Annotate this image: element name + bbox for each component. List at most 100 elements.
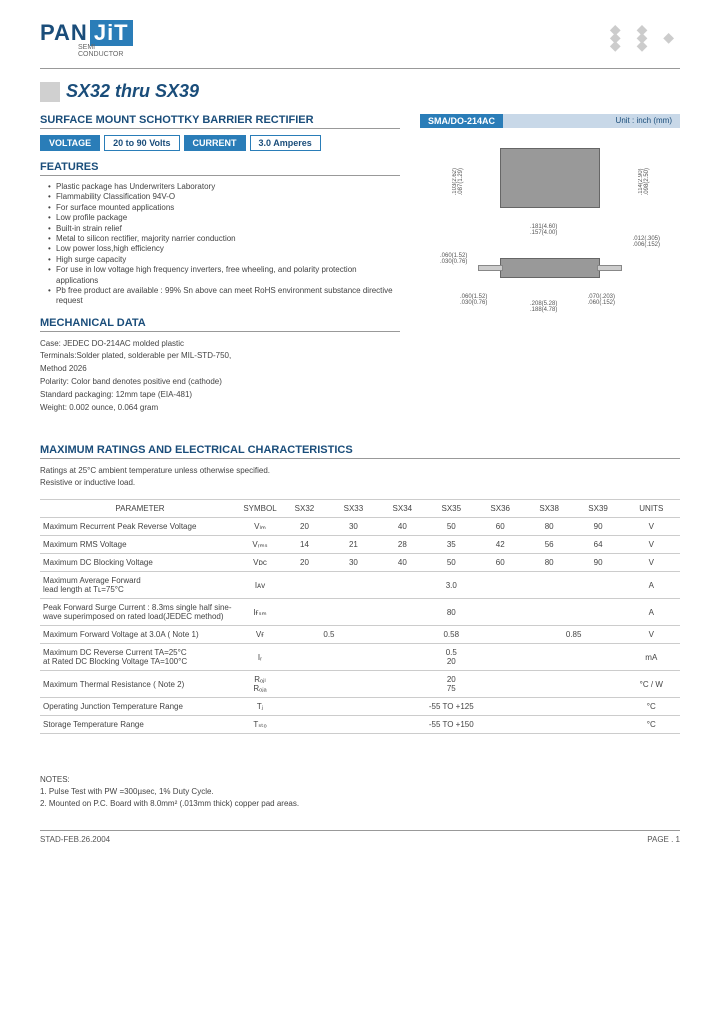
package-body (500, 148, 600, 208)
unit-cell: °C / W (623, 671, 680, 698)
param-cell: Maximum Recurrent Peak Reverse Voltage (40, 518, 240, 536)
table-header-cell: PARAMETER (40, 500, 240, 518)
note-item: 2. Mounted on P.C. Board with 8.0mm² (.0… (40, 798, 680, 810)
current-label: CURRENT (184, 135, 246, 151)
value-cell: 40 (378, 554, 427, 572)
symbol-cell: Vᵣₘₛ (240, 536, 280, 554)
value-cell: 90 (574, 518, 623, 536)
table-row: Maximum Forward Voltage at 3.0A ( Note 1… (40, 626, 680, 644)
value-cell: 64 (574, 536, 623, 554)
package-lead-right (597, 265, 622, 271)
value-cell: 30 (329, 518, 378, 536)
package-diagram: .103(2.62) .087(1.29) .114(2.90) .098(2.… (420, 138, 680, 288)
feature-item: For surface mounted applications (48, 203, 400, 213)
feature-item: Flammability Classification 94V-O (48, 192, 400, 202)
unit-cell: mA (623, 644, 680, 671)
mechanical-data: Case: JEDEC DO-214AC molded plasticTermi… (40, 338, 400, 415)
value-cell: 90 (574, 554, 623, 572)
page-footer: STAD-FEB.26.2004 PAGE . 1 (40, 830, 680, 844)
table-header-cell: SX32 (280, 500, 329, 518)
ratings-intro-2: Resistive or inductive load. (40, 478, 135, 487)
unit-cell: A (623, 599, 680, 626)
param-cell: Storage Temperature Range (40, 716, 240, 734)
param-cell: Peak Forward Surge Current : 8.3ms singl… (40, 599, 240, 626)
ratings-table: PARAMETERSYMBOLSX32SX33SX34SX35SX36SX38S… (40, 499, 680, 734)
value-cell: 60 (476, 554, 525, 572)
symbol-cell: Tⱼ (240, 698, 280, 716)
table-row: Peak Forward Surge Current : 8.3ms singl… (40, 599, 680, 626)
voltage-value: 20 to 90 Volts (104, 135, 179, 151)
table-row: Maximum Thermal Resistance ( Note 2)Rₒⱼₗ… (40, 671, 680, 698)
table-header-cell: SYMBOL (240, 500, 280, 518)
page-title: SX32 thru SX39 (66, 81, 199, 102)
feature-item: Pb free product are available : 99% Sn a… (48, 286, 400, 307)
notes-section: NOTES: 1. Pulse Test with PW =300µsec, 1… (40, 774, 680, 810)
table-row: Maximum RMS VoltageVᵣₘₛ14212835425664V (40, 536, 680, 554)
value-cell: 30 (329, 554, 378, 572)
param-cell: Maximum RMS Voltage (40, 536, 240, 554)
notes-list: 1. Pulse Test with PW =300µsec, 1% Duty … (40, 786, 680, 810)
feature-item: For use in low voltage high frequency in… (48, 265, 400, 286)
company-logo: PAN JiT (40, 20, 133, 46)
package-top-view: .103(2.62) .087(1.29) .114(2.90) .098(2.… (480, 138, 620, 218)
span-cell: 20 75 (280, 671, 623, 698)
unit-cell: V (623, 554, 680, 572)
feature-item: Low power loss,high efficiency (48, 244, 400, 254)
header: PAN JiT SEMI CONDUCTOR (40, 20, 680, 58)
note-item: 1. Pulse Test with PW =300µsec, 1% Duty … (40, 786, 680, 798)
notes-header: NOTES: (40, 774, 680, 786)
param-cell: Operating Junction Temperature Range (40, 698, 240, 716)
value-cell: 14 (280, 536, 329, 554)
divider (40, 68, 680, 69)
merged-cell: 0.58 (378, 626, 525, 644)
merged-cell: 0.85 (525, 626, 623, 644)
span-cell: 0.5 20 (280, 644, 623, 671)
param-cell: Maximum DC Reverse Current TA=25°C at Ra… (40, 644, 240, 671)
symbol-cell: Iғₛₘ (240, 599, 280, 626)
table-header-cell: SX34 (378, 500, 427, 518)
feature-item: Metal to silicon rectifier, majority nar… (48, 234, 400, 244)
value-cell: 80 (525, 518, 574, 536)
dim-width: .181(4.60) .157(4.00) (530, 224, 557, 236)
logo-subtitle: SEMI CONDUCTOR (78, 44, 133, 58)
package-side-view: .060(1.52) .030(0.76) .012(.305) .006(.1… (470, 248, 630, 288)
table-row: Maximum DC Blocking VoltageVᴅᴄ2030405060… (40, 554, 680, 572)
unit-cell: °C (623, 698, 680, 716)
span-cell: 3.0 (280, 572, 623, 599)
symbol-cell: Vₗₘ (240, 518, 280, 536)
logo-pan: PAN (40, 20, 88, 46)
right-column: SMA/DO-214AC Unit : inch (mm) .103(2.62)… (420, 114, 680, 414)
dim-depth: .114(2.90) .098(2.50) (638, 168, 650, 195)
ratings-intro: Ratings at 25°C ambient temperature unle… (40, 465, 680, 489)
table-header-cell: SX33 (329, 500, 378, 518)
value-cell: 50 (427, 518, 476, 536)
footer-page: PAGE . 1 (647, 835, 680, 844)
param-cell: Maximum Forward Voltage at 3.0A ( Note 1… (40, 626, 240, 644)
product-subtitle: SURFACE MOUNT SCHOTTKY BARRIER RECTIFIER (40, 114, 400, 129)
table-row: Maximum DC Reverse Current TA=25°C at Ra… (40, 644, 680, 671)
symbol-cell: Iᴀᴠ (240, 572, 280, 599)
ratings-header: MAXIMUM RATINGS AND ELECTRICAL CHARACTER… (40, 444, 680, 459)
mech-item: Weight: 0.002 ounce, 0.064 gram (40, 402, 400, 415)
dim-side-l2: .012(.305) .006(.152) (633, 236, 660, 248)
merged-cell: 0.5 (280, 626, 378, 644)
dim-side-w: .208(5.28) .188(4.78) (530, 301, 557, 313)
dim-side-h: .060(1.52) .030(0.76) (440, 253, 467, 265)
unit-cell: A (623, 572, 680, 599)
symbol-cell: Iᵣ (240, 644, 280, 671)
feature-item: Plastic package has Underwriters Laborat… (48, 182, 400, 192)
table-header-cell: UNITS (623, 500, 680, 518)
title-square (40, 82, 60, 102)
value-cell: 20 (280, 554, 329, 572)
features-header: FEATURES (40, 161, 400, 176)
symbol-cell: Rₒⱼₗ Rₒⱼₐ (240, 671, 280, 698)
value-cell: 56 (525, 536, 574, 554)
value-cell: 80 (525, 554, 574, 572)
spec-row: VOLTAGE 20 to 90 Volts CURRENT 3.0 Amper… (40, 135, 400, 151)
mech-item: Standard packaging: 12mm tape (EIA-481) (40, 389, 400, 402)
table-header-cell: SX38 (525, 500, 574, 518)
value-cell: 20 (280, 518, 329, 536)
ratings-intro-1: Ratings at 25°C ambient temperature unle… (40, 466, 270, 475)
value-cell: 42 (476, 536, 525, 554)
package-header: SMA/DO-214AC Unit : inch (mm) (420, 114, 680, 128)
